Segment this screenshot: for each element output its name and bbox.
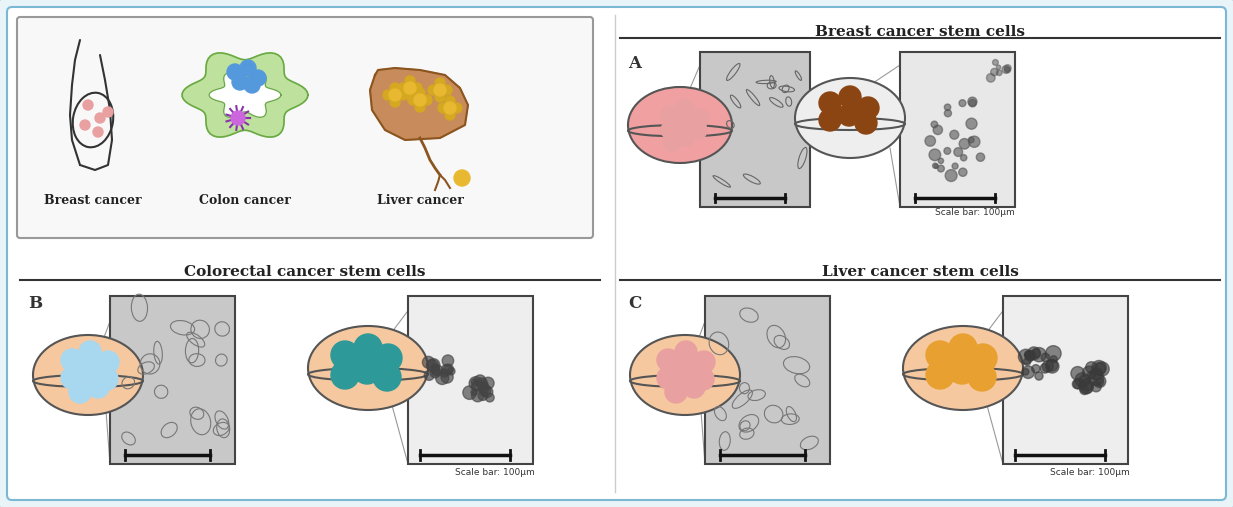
Circle shape	[1095, 362, 1110, 376]
Circle shape	[1025, 351, 1031, 358]
Circle shape	[1022, 369, 1028, 375]
Circle shape	[80, 120, 90, 130]
Circle shape	[969, 344, 997, 372]
Circle shape	[661, 106, 679, 124]
Circle shape	[661, 121, 679, 139]
Circle shape	[482, 377, 494, 389]
Circle shape	[444, 364, 454, 374]
Text: A: A	[628, 55, 641, 72]
Circle shape	[432, 365, 443, 376]
Circle shape	[677, 128, 695, 146]
Circle shape	[1090, 368, 1102, 380]
Circle shape	[475, 375, 486, 386]
Text: Scale bar: 100μm: Scale bar: 100μm	[936, 208, 1015, 217]
Circle shape	[926, 361, 954, 389]
Ellipse shape	[903, 326, 1023, 410]
Circle shape	[404, 82, 416, 94]
Circle shape	[928, 149, 941, 161]
Circle shape	[445, 96, 455, 106]
Circle shape	[69, 381, 91, 403]
Bar	[1002, 296, 1128, 464]
Circle shape	[959, 138, 969, 149]
Circle shape	[819, 109, 841, 131]
Circle shape	[482, 386, 493, 397]
Circle shape	[1071, 367, 1085, 380]
Circle shape	[683, 376, 705, 398]
Circle shape	[1089, 370, 1104, 385]
Circle shape	[1094, 375, 1106, 387]
Circle shape	[969, 136, 980, 148]
Circle shape	[996, 70, 1002, 76]
Circle shape	[1075, 373, 1089, 387]
Circle shape	[969, 99, 977, 107]
Circle shape	[1025, 351, 1034, 360]
Circle shape	[1047, 359, 1058, 371]
Circle shape	[931, 121, 938, 128]
Circle shape	[938, 158, 943, 164]
Circle shape	[1046, 359, 1059, 373]
Text: Liver cancer: Liver cancer	[376, 194, 464, 206]
Ellipse shape	[33, 335, 143, 415]
Circle shape	[968, 363, 996, 391]
Circle shape	[412, 83, 422, 93]
Text: Breast cancer stem cells: Breast cancer stem cells	[815, 25, 1025, 39]
Ellipse shape	[308, 326, 428, 410]
Circle shape	[657, 349, 679, 371]
Bar	[705, 296, 830, 464]
Circle shape	[438, 103, 448, 113]
Circle shape	[480, 385, 491, 396]
Circle shape	[1074, 378, 1084, 389]
Polygon shape	[182, 53, 308, 137]
Circle shape	[435, 372, 449, 384]
Circle shape	[926, 341, 954, 369]
Circle shape	[665, 381, 687, 403]
Circle shape	[397, 90, 407, 100]
Circle shape	[232, 74, 248, 90]
Text: Colorectal cancer stem cells: Colorectal cancer stem cells	[184, 265, 425, 279]
Circle shape	[1091, 382, 1101, 392]
Circle shape	[925, 136, 936, 146]
Circle shape	[1042, 361, 1053, 372]
Circle shape	[1027, 347, 1041, 359]
Circle shape	[423, 356, 434, 369]
Circle shape	[857, 97, 879, 119]
Circle shape	[1032, 365, 1039, 373]
Circle shape	[933, 125, 942, 134]
Circle shape	[1096, 378, 1104, 386]
Text: C: C	[628, 295, 641, 312]
Circle shape	[414, 94, 425, 106]
Circle shape	[838, 86, 861, 108]
Circle shape	[657, 367, 679, 389]
Circle shape	[435, 78, 445, 88]
Circle shape	[946, 169, 957, 182]
Circle shape	[383, 90, 393, 100]
Circle shape	[1032, 347, 1046, 362]
Circle shape	[432, 364, 439, 372]
Circle shape	[440, 369, 449, 377]
Bar	[408, 296, 533, 464]
Circle shape	[959, 168, 967, 176]
Circle shape	[443, 355, 454, 367]
Circle shape	[430, 367, 440, 378]
Text: Scale bar: 100μm: Scale bar: 100μm	[1051, 468, 1129, 477]
Circle shape	[408, 95, 418, 105]
Circle shape	[1026, 350, 1036, 360]
Text: Scale bar: 100μm: Scale bar: 100μm	[455, 468, 535, 477]
Circle shape	[427, 359, 438, 371]
Circle shape	[435, 92, 445, 102]
Circle shape	[374, 363, 401, 391]
Circle shape	[354, 334, 382, 362]
Circle shape	[961, 155, 967, 161]
Circle shape	[388, 89, 401, 101]
Circle shape	[390, 97, 399, 107]
Circle shape	[965, 118, 977, 129]
Circle shape	[88, 376, 109, 398]
Circle shape	[79, 360, 101, 382]
Circle shape	[1081, 382, 1092, 394]
Circle shape	[932, 163, 938, 168]
Circle shape	[441, 85, 453, 95]
Circle shape	[462, 386, 476, 400]
Circle shape	[948, 356, 977, 384]
Circle shape	[1080, 386, 1089, 394]
